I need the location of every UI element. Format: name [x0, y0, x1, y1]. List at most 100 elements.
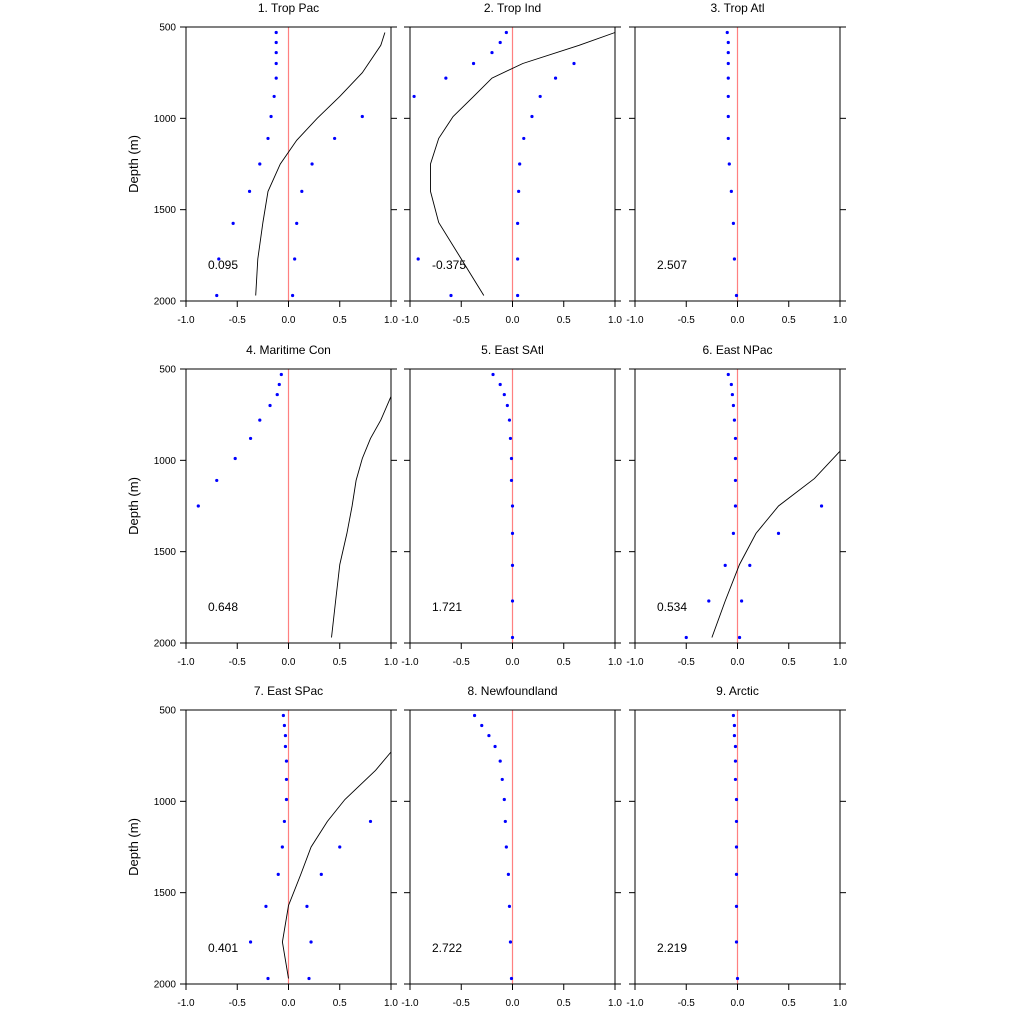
x-tick-label: 0.5	[557, 998, 571, 1009]
data-point	[412, 94, 416, 99]
data-point	[509, 478, 514, 483]
panel-title: 8. Newfoundland	[467, 684, 557, 698]
data-point	[416, 257, 420, 261]
data-point	[748, 563, 752, 567]
data-point	[737, 635, 742, 640]
data-point	[274, 76, 278, 80]
data-point	[282, 819, 286, 824]
data-point	[274, 50, 278, 55]
data-point	[274, 30, 278, 35]
x-tick-label: 1.0	[833, 998, 847, 1009]
x-tick-label: -0.5	[453, 998, 471, 1009]
x-tick-label: 0.5	[333, 657, 347, 668]
panel-annotation: 2.219	[657, 941, 687, 955]
y-tick-label: 2000	[154, 639, 177, 650]
data-point	[726, 114, 730, 119]
profile-curve	[281, 751, 392, 979]
panel-title: 5. East SAtl	[481, 343, 544, 357]
panel-title: 7. East SPac	[254, 684, 323, 698]
data-point	[248, 940, 253, 944]
panel-annotation: 0.095	[208, 258, 238, 272]
data-point	[503, 819, 507, 824]
data-point	[516, 221, 520, 225]
x-tick-label: -0.5	[453, 657, 471, 668]
x-tick-label: 1.0	[384, 657, 398, 668]
data-point	[732, 733, 737, 738]
data-point	[740, 599, 744, 603]
data-point	[487, 733, 491, 738]
data-point	[733, 504, 738, 508]
data-point	[272, 94, 276, 99]
x-tick-label: -1.0	[401, 998, 419, 1009]
data-point	[733, 478, 738, 483]
data-point	[258, 418, 262, 422]
data-point	[733, 456, 738, 461]
profile-curve	[711, 450, 841, 638]
y-axis-label: Depth (m)	[126, 818, 141, 876]
panel-annotation: 2.722	[432, 941, 462, 955]
panel-6: 6. East NPac -1.0 -0.5 0.0 0.5 1.0 0.534	[626, 343, 847, 668]
data-point	[338, 845, 342, 849]
data-point	[510, 504, 515, 508]
data-point	[733, 777, 738, 782]
data-point	[264, 904, 268, 908]
y-axis-label: Depth (m)	[126, 135, 141, 193]
panel-title: 2. Trop Ind	[484, 1, 541, 15]
data-point	[276, 872, 280, 877]
x-tick-label: -1.0	[626, 657, 644, 668]
panel-2: 2. Trop Ind -1.0 -0.5 0.0 0.5 1.0 -0.375	[401, 1, 622, 326]
data-point	[480, 723, 484, 728]
panel-title: 1. Trop Pac	[258, 1, 319, 15]
data-point	[732, 257, 737, 261]
data-point	[491, 372, 495, 377]
panel-annotation: 0.648	[208, 600, 238, 614]
data-point	[734, 819, 739, 824]
x-tick-label: 0.5	[333, 315, 347, 326]
data-point	[498, 382, 502, 387]
data-point	[293, 257, 297, 261]
data-point	[726, 40, 730, 45]
x-tick-label: 0.0	[282, 315, 296, 326]
x-tick-label: 1.0	[833, 657, 847, 668]
x-tick-label: 1.0	[833, 315, 847, 326]
data-point	[732, 723, 737, 728]
data-point	[233, 456, 237, 461]
panel-title: 9. Arctic	[716, 684, 759, 698]
x-tick-label: 0.5	[557, 315, 571, 326]
data-point	[734, 904, 739, 908]
data-point	[504, 845, 508, 849]
panel-annotation: -0.375	[432, 258, 466, 272]
x-tick-label: 0.5	[782, 998, 796, 1009]
x-tick-label: -1.0	[177, 657, 195, 668]
x-tick-label: -1.0	[626, 998, 644, 1009]
data-point	[730, 392, 734, 397]
y-tick-label: 500	[159, 23, 176, 34]
data-point	[707, 599, 711, 603]
panel-5: 5. East SAtl -1.0 -0.5 0.0 0.5 1.0 1.721	[401, 343, 622, 668]
x-tick-label: 0.0	[506, 657, 520, 668]
data-point	[731, 531, 736, 536]
data-point	[684, 635, 688, 640]
x-tick-label: -1.0	[626, 315, 644, 326]
data-point	[522, 136, 526, 141]
data-point	[274, 61, 278, 66]
data-point	[572, 61, 576, 66]
y-axis-label: Depth (m)	[126, 477, 141, 535]
x-tick-label: -1.0	[401, 315, 419, 326]
data-point	[333, 136, 337, 141]
data-point	[726, 50, 730, 55]
x-tick-label: -0.5	[678, 998, 696, 1009]
y-tick-label: 1000	[154, 114, 177, 125]
panel-annotation: 1.721	[432, 600, 462, 614]
data-point	[281, 713, 285, 718]
data-point	[507, 904, 512, 908]
data-point	[279, 372, 283, 377]
profile-curve	[255, 32, 386, 296]
data-point	[734, 845, 739, 849]
data-point	[284, 777, 289, 782]
data-point	[731, 221, 736, 225]
data-point	[819, 504, 824, 508]
data-point	[196, 504, 200, 508]
data-point	[553, 76, 558, 80]
